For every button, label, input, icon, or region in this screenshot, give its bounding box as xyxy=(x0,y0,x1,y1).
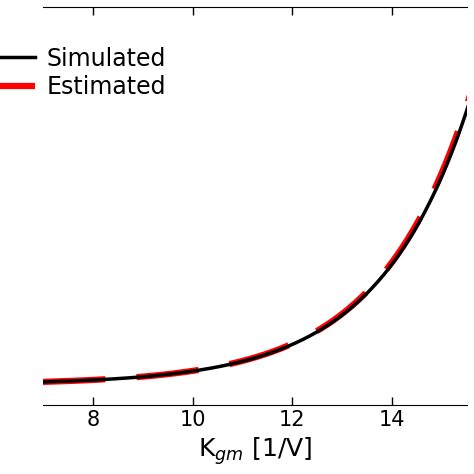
Legend: Simulated, Estimated: Simulated, Estimated xyxy=(0,46,166,100)
X-axis label: K$_{gm}$ [1/V]: K$_{gm}$ [1/V] xyxy=(198,435,312,467)
